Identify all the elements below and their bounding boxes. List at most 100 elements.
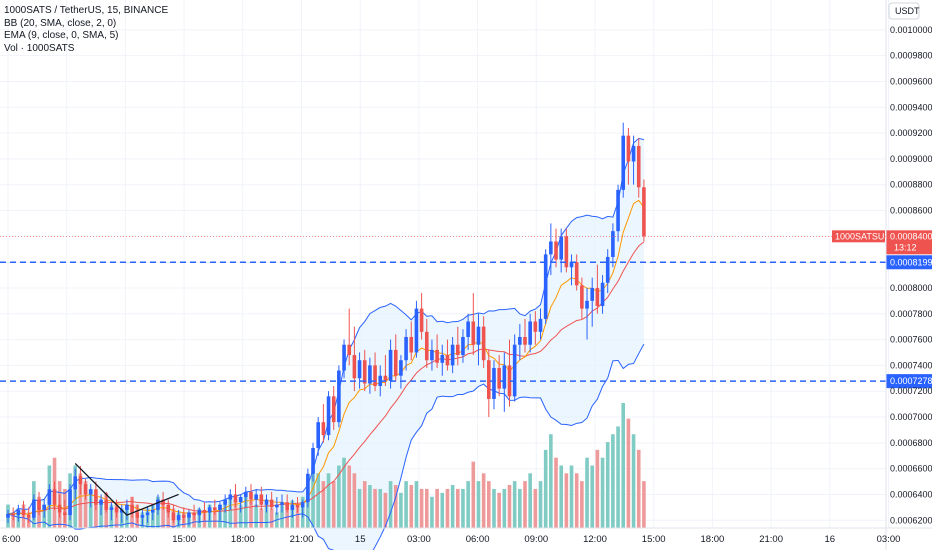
volume-bar: [404, 481, 408, 528]
candle-body: [130, 504, 134, 513]
candle-body: [192, 512, 196, 516]
time-tick-label: 6:00: [2, 534, 21, 545]
price-tick-label: 0.0007400: [890, 360, 932, 370]
symbol-tag-text: 1000SATSUSDT: [835, 231, 903, 241]
volume-bar: [264, 504, 269, 528]
candle-body: [326, 396, 331, 436]
bb-indicator-label[interactable]: BB (20, SMA, close, 2, 0): [4, 17, 117, 29]
volume-bar: [362, 481, 367, 528]
candle-body: [63, 512, 67, 516]
candle-body: [414, 308, 419, 353]
candle-body: [518, 336, 522, 345]
volume-bar: [373, 488, 377, 528]
time-tick-label: 15: [355, 534, 366, 545]
candle-body: [11, 513, 15, 516]
candle-body: [554, 241, 558, 260]
volume-bar: [549, 434, 553, 528]
candle-body: [300, 502, 305, 508]
volume-bar: [383, 492, 388, 528]
candle-body: [119, 509, 124, 513]
candle-body: [109, 507, 114, 510]
time-axis[interactable]: 6:00 09:00 12:00 15:00 18:00 21:00 15 03:00 06:0…: [0, 527, 932, 545]
volume-indicator-label[interactable]: Vol · 1000SATS: [4, 42, 75, 54]
volume-bar: [461, 488, 465, 528]
price-tick-label: 0.0007800: [890, 309, 932, 319]
volume-bar: [574, 473, 579, 528]
candle-body: [78, 476, 83, 485]
volume-bar: [424, 488, 429, 528]
volume-bar: [497, 492, 501, 528]
candle-body: [626, 135, 631, 162]
candle-body: [393, 349, 398, 376]
volume-bar: [518, 488, 522, 528]
time-tick-label: 21:00: [759, 534, 783, 545]
drawing-tools[interactable]: [74, 463, 179, 516]
volume-bar: [228, 496, 233, 528]
candle-body: [166, 504, 171, 513]
volume-bar: [642, 481, 646, 528]
candle-body: [471, 321, 476, 345]
volume-bar: [393, 485, 398, 528]
candle-body: [171, 512, 176, 521]
volume-bar: [595, 449, 600, 528]
horizontal-levels[interactable]: 0.0008199 0.0007278 1000SATSUSDT0.00084001…: [0, 230, 932, 389]
volume-bar: [269, 508, 274, 528]
volume-bar: [238, 504, 243, 528]
candle-body: [156, 499, 160, 510]
volume-bar: [502, 488, 507, 528]
volume-bar: [585, 457, 589, 528]
candle-body: [445, 355, 450, 366]
time-tick-label: 18:00: [701, 534, 725, 545]
candle-body: [337, 370, 341, 423]
volume-bar: [450, 485, 455, 528]
candle-body: [424, 331, 429, 361]
price-tick-label: 0.0009600: [890, 76, 932, 86]
candle-body: [290, 504, 295, 510]
price-tick-label: 0.0009800: [890, 51, 932, 61]
volume-bar: [631, 434, 636, 528]
candle-body: [533, 321, 538, 332]
time-tick-label: 09:00: [524, 534, 548, 545]
candle-body: [642, 187, 646, 237]
price-axis[interactable]: USDT 0.0010000 0.0009800 0.0009600 0.0009400…: [885, 0, 932, 550]
volume-bar: [430, 496, 434, 528]
volume-bar: [99, 504, 103, 528]
volume-bar: [440, 492, 445, 528]
candle-body: [383, 375, 388, 381]
candle-body: [497, 367, 501, 389]
time-tick-label: 09:00: [55, 534, 79, 545]
volume-bar: [88, 488, 93, 528]
volume-bar: [321, 481, 326, 528]
candle-body: [569, 262, 574, 268]
candle-body: [331, 396, 336, 423]
candle-body: [306, 473, 310, 503]
time-tick-label: 18:00: [231, 534, 255, 545]
volume-bar: [78, 473, 83, 528]
candle-body: [368, 365, 372, 384]
time-tick-label: 06:00: [466, 534, 490, 545]
candle-body: [321, 422, 326, 436]
candle-body: [161, 499, 165, 505]
volume-bar: [569, 465, 574, 528]
candle-body: [280, 502, 284, 505]
candle-body: [543, 254, 548, 319]
price-tick-label: 0.0006400: [890, 489, 932, 499]
candle-body: [440, 355, 445, 363]
price-tick-label: 0.0006800: [890, 438, 932, 448]
candle-body: [455, 344, 460, 356]
symbol-title[interactable]: 1000SATS / TetherUS, 15, BINANCE: [4, 5, 169, 16]
volume-bar: [580, 481, 584, 528]
candle-body: [187, 512, 191, 518]
candle-body: [538, 318, 543, 332]
candle-body: [26, 515, 31, 518]
price-tick-label: 0.0008000: [890, 283, 932, 293]
volume-bar: [368, 485, 372, 528]
candle-body: [492, 367, 496, 399]
ema-indicator-label[interactable]: EMA (9, close, 0, SMA, 5): [4, 30, 119, 41]
candle-body: [419, 308, 424, 332]
price-tick-label: 0.0007600: [890, 335, 932, 345]
volume-bar: [295, 504, 300, 528]
volume-bar: [419, 488, 424, 528]
price-tick-label: 0.0008600: [890, 206, 932, 216]
